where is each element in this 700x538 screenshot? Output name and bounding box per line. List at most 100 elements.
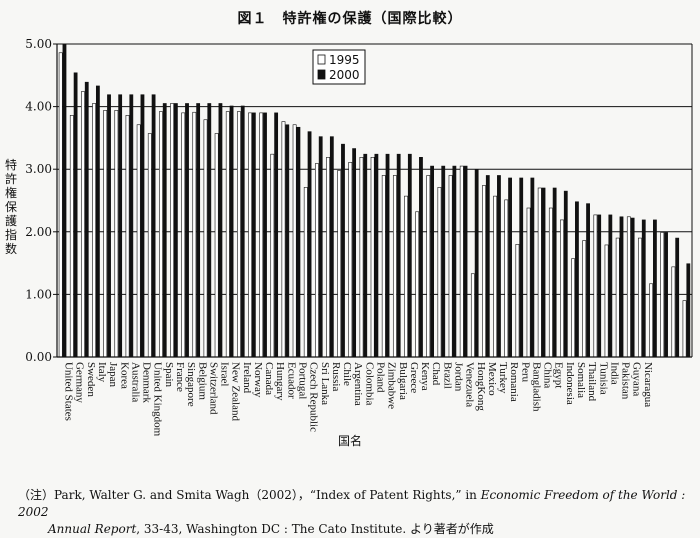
x-tick-label: Poland: [375, 362, 387, 393]
bar-1995: [270, 153, 275, 358]
x-tick-label: Guyana: [631, 362, 643, 396]
bar-1995: [582, 240, 587, 358]
bar-1995: [114, 110, 119, 358]
x-axis-label: 国名: [337, 434, 362, 448]
bar-1995: [314, 163, 319, 358]
bar-2000: [84, 81, 89, 358]
bar-1995: [192, 111, 197, 358]
bar-1995: [571, 258, 576, 358]
bar-1995: [560, 219, 564, 358]
x-tick-label: China: [542, 362, 554, 388]
bar-1995: [448, 175, 453, 358]
x-tick-label: Ireland: [241, 362, 253, 394]
x-tick-label: Hungary: [274, 362, 286, 401]
note-prefix: （注）: [18, 488, 55, 502]
x-tick-label: Japan: [107, 362, 119, 388]
bar-1995: [404, 195, 408, 358]
bar-1995: [604, 244, 609, 358]
bar-2000: [363, 153, 368, 358]
bar-1995: [103, 110, 108, 358]
x-tick-label: Egypt: [553, 362, 565, 388]
bar-1995: [682, 300, 687, 358]
bar-2000: [229, 105, 234, 358]
x-tick-label: Pakistan: [620, 362, 632, 400]
bar-2000: [318, 136, 323, 358]
bar-2000: [173, 103, 178, 358]
x-tick-label: Israel: [219, 362, 231, 386]
bar-2000: [240, 105, 245, 358]
bar-1995: [248, 112, 252, 358]
bar-1995: [259, 112, 264, 358]
bar-1995: [159, 111, 163, 358]
bar-1995: [459, 165, 464, 358]
x-tick-label: Ecuador: [285, 362, 297, 399]
x-tick-label: Portugal: [297, 362, 309, 399]
x-tick-label: Colombia: [363, 362, 375, 406]
bar-2000: [307, 131, 312, 358]
x-tick-label: Canada: [263, 362, 275, 395]
x-tick-label: Spain: [163, 362, 175, 388]
y-tick-label: 4.00: [25, 100, 52, 114]
bar-1995: [136, 124, 141, 358]
bar-1995: [69, 115, 74, 358]
bar-2000: [541, 187, 546, 358]
bar-2000: [385, 153, 390, 358]
y-tick-label: 2.00: [25, 225, 52, 239]
x-tick-label: Somalia: [575, 362, 587, 398]
bar-2000: [151, 94, 156, 358]
chart-title: 図１ 特許権の保護（国際比較）: [237, 11, 463, 27]
x-tick-label: Chile: [341, 362, 353, 386]
x-tick-label: Czech Republic: [308, 362, 320, 432]
note-line2: , 33-43, Washington DC : The Cato Instit…: [136, 522, 494, 536]
bar-2000: [274, 112, 279, 358]
x-tick-label: Australia: [129, 362, 141, 402]
x-tick-label: Turkey: [497, 362, 509, 394]
bar-1995: [58, 52, 63, 358]
x-tick-label: Mexico: [486, 362, 498, 396]
bar-1995: [671, 266, 676, 358]
bar-2000: [519, 177, 524, 358]
bar-2000: [552, 187, 557, 358]
bar-1995: [426, 175, 431, 358]
x-tick-label: Argentina: [352, 362, 364, 406]
x-tick-label: Greece: [408, 362, 420, 393]
bar-1995: [147, 133, 152, 358]
bar-1995: [203, 119, 208, 358]
y-tick-label: 0.00: [25, 350, 52, 364]
bar-2000: [296, 126, 301, 358]
legend-swatch-1995: [317, 54, 326, 65]
note-line2-italic: Annual Report: [48, 522, 137, 536]
x-tick-label: Jordan: [452, 362, 464, 392]
bar-2000: [407, 153, 412, 358]
bar-2000: [285, 124, 290, 358]
bar-2000: [207, 103, 212, 358]
x-tick-label: New Zealand: [230, 362, 242, 421]
x-tick-label: Bulgaria: [397, 362, 409, 400]
y-tick-label: 5.00: [25, 37, 52, 51]
bar-1995: [660, 232, 665, 358]
x-tick-label: Zimbabwe: [386, 362, 398, 409]
x-tick-label: Russia: [330, 362, 342, 391]
bar-2000: [329, 136, 334, 358]
bar-1995: [649, 283, 654, 358]
bar-1995: [593, 214, 598, 358]
bar-2000: [463, 165, 468, 358]
x-tick-label: Norway: [252, 362, 264, 398]
bar-1995: [482, 185, 486, 358]
bar-1995: [292, 124, 297, 358]
x-tick-label: Chad: [430, 362, 442, 386]
bar-2000: [95, 85, 100, 358]
bar-1995: [81, 91, 85, 358]
bar-1995: [225, 111, 230, 358]
bar-2000: [263, 112, 267, 358]
legend-swatch-2000: [317, 69, 326, 80]
bar-2000: [341, 143, 345, 358]
bar-2000: [452, 165, 457, 358]
bar-1995: [392, 175, 397, 358]
bar-2000: [430, 165, 435, 358]
bar-1995: [515, 244, 520, 358]
y-tick-labels: 0.00 1.00 2.00 3.00 4.00 5.00: [25, 37, 52, 364]
bar-2000: [608, 214, 613, 358]
